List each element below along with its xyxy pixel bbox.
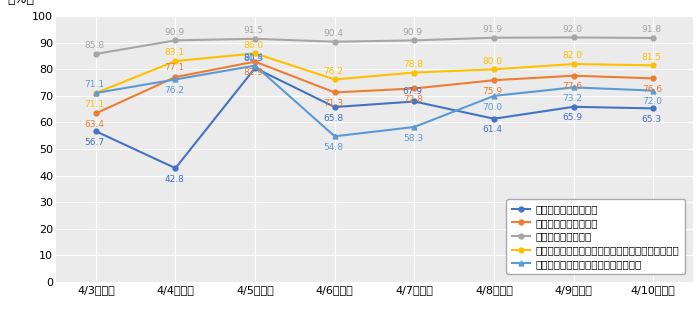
- Text: 72.0: 72.0: [642, 97, 661, 106]
- Text: 77.1: 77.1: [164, 63, 184, 72]
- Text: 76.2: 76.2: [164, 86, 184, 95]
- Text: 56.7: 56.7: [85, 138, 104, 147]
- Text: 82.0: 82.0: [562, 51, 582, 60]
- Text: 76.6: 76.6: [642, 85, 662, 94]
- Text: 91.9: 91.9: [482, 25, 503, 34]
- 【密閉・密集・密接空間での活動】での人との接触: [569, 62, 577, 66]
- 【密閉・密集・密接空間での活動】での人との接触: [172, 59, 180, 63]
- 【密閉・密集・密接空間での活動】での人との接触: [251, 52, 259, 55]
- Text: 90.9: 90.9: [164, 28, 184, 37]
- 【外出】の人との接触: [490, 78, 498, 82]
- Text: 58.3: 58.3: [403, 133, 423, 143]
- Line: 【仕事】の人との接触: 【仕事】の人との接触: [93, 65, 656, 171]
- 【仕事】の人との接触: [569, 105, 577, 109]
- 【密閉・密集・密接空間での活動】での人との接触: [330, 77, 339, 81]
- 【仕事】の人との接触: [490, 117, 498, 121]
- Text: 85.8: 85.8: [85, 41, 104, 50]
- 【夜の街での会食】: [649, 36, 657, 40]
- 【外出】の人との接触: [172, 75, 180, 79]
- Legend: 【仕事】の人との接触, 【外出】の人との接触, 【夜の街での会食】, 【密閉・密集・密接空間での活動】での人との接触, 【１日を総合的にみて】の人との接触: 【仕事】の人との接触, 【外出】の人との接触, 【夜の街での会食】, 【密閉・密…: [507, 199, 685, 274]
- Text: 75.9: 75.9: [482, 87, 503, 96]
- Text: 80.0: 80.0: [482, 56, 503, 65]
- 【１日を総合的にみて】の人との接触: [410, 125, 419, 129]
- Text: 91.8: 91.8: [642, 25, 662, 34]
- Text: 82.9: 82.9: [244, 68, 264, 77]
- 【外出】の人との接触: [251, 60, 259, 64]
- Text: 70.0: 70.0: [482, 102, 503, 111]
- 【仕事】の人との接触: [330, 105, 339, 109]
- 【１日を総合的にみて】の人との接触: [172, 77, 180, 81]
- 【夜の街での会食】: [410, 39, 419, 42]
- 【夜の街での会食】: [251, 37, 259, 41]
- 【夜の街での会食】: [569, 36, 577, 40]
- 【密閉・密集・密接空間での活動】での人との接触: [92, 91, 100, 95]
- 【１日を総合的にみて】の人との接触: [92, 91, 100, 95]
- 【外出】の人との接触: [410, 87, 419, 90]
- Text: 81.5: 81.5: [642, 52, 662, 62]
- 【１日を総合的にみて】の人との接触: [330, 134, 339, 138]
- Text: 78.8: 78.8: [403, 60, 423, 69]
- 【仕事】の人との接触: [172, 166, 180, 170]
- Text: 63.4: 63.4: [85, 120, 104, 129]
- Text: 80.5: 80.5: [244, 54, 264, 63]
- 【夜の街での会食】: [330, 40, 339, 44]
- Text: 54.8: 54.8: [323, 143, 343, 152]
- 【夜の街での会食】: [92, 52, 100, 56]
- Text: 72.8: 72.8: [403, 95, 423, 104]
- Text: 71.1: 71.1: [85, 80, 104, 89]
- Text: 81.4: 81.4: [244, 53, 264, 62]
- Text: 71.3: 71.3: [323, 99, 344, 108]
- Text: 90.4: 90.4: [323, 29, 343, 38]
- Text: 90.9: 90.9: [403, 28, 423, 37]
- Y-axis label: （%）: （%）: [8, 0, 34, 6]
- Text: 73.2: 73.2: [562, 94, 582, 103]
- 【外出】の人との接触: [330, 90, 339, 94]
- 【１日を総合的にみて】の人との接触: [251, 64, 259, 68]
- 【密閉・密集・密接空間での活動】での人との接触: [649, 64, 657, 67]
- 【夜の街での会食】: [172, 39, 180, 42]
- Text: 67.9: 67.9: [403, 87, 423, 96]
- Text: 65.3: 65.3: [642, 115, 662, 124]
- Text: 71.1: 71.1: [85, 99, 104, 109]
- Text: 83.1: 83.1: [164, 48, 184, 57]
- Line: 【密閉・密集・密接空間での活動】での人との接触: 【密閉・密集・密接空間での活動】での人との接触: [93, 51, 656, 95]
- 【外出】の人との接触: [569, 74, 577, 78]
- Text: 91.5: 91.5: [244, 26, 264, 35]
- 【外出】の人との接触: [92, 111, 100, 115]
- 【仕事】の人との接触: [410, 99, 419, 103]
- 【夜の街での会食】: [490, 36, 498, 40]
- 【仕事】の人との接触: [251, 66, 259, 70]
- Line: 【夜の街での会食】: 【夜の街での会食】: [93, 35, 656, 56]
- Text: 92.0: 92.0: [562, 25, 582, 34]
- 【１日を総合的にみて】の人との接触: [569, 86, 577, 89]
- 【仕事】の人との接触: [92, 129, 100, 133]
- Text: 61.4: 61.4: [482, 125, 503, 134]
- 【１日を総合的にみて】の人との接触: [490, 94, 498, 98]
- 【仕事】の人との接触: [649, 107, 657, 110]
- Text: 86.0: 86.0: [244, 40, 264, 50]
- Text: 65.9: 65.9: [562, 113, 582, 122]
- Text: 42.8: 42.8: [164, 175, 184, 184]
- 【密閉・密集・密接空間での活動】での人との接触: [490, 67, 498, 71]
- 【外出】の人との接触: [649, 76, 657, 80]
- Text: 77.6: 77.6: [562, 82, 582, 91]
- Text: 76.2: 76.2: [323, 67, 343, 75]
- Line: 【１日を総合的にみて】の人との接触: 【１日を総合的にみて】の人との接触: [93, 63, 656, 139]
- 【１日を総合的にみて】の人との接触: [649, 89, 657, 93]
- 【密閉・密集・密接空間での活動】での人との接触: [410, 71, 419, 75]
- Line: 【外出】の人との接触: 【外出】の人との接触: [93, 59, 656, 116]
- Text: 65.8: 65.8: [323, 114, 344, 123]
